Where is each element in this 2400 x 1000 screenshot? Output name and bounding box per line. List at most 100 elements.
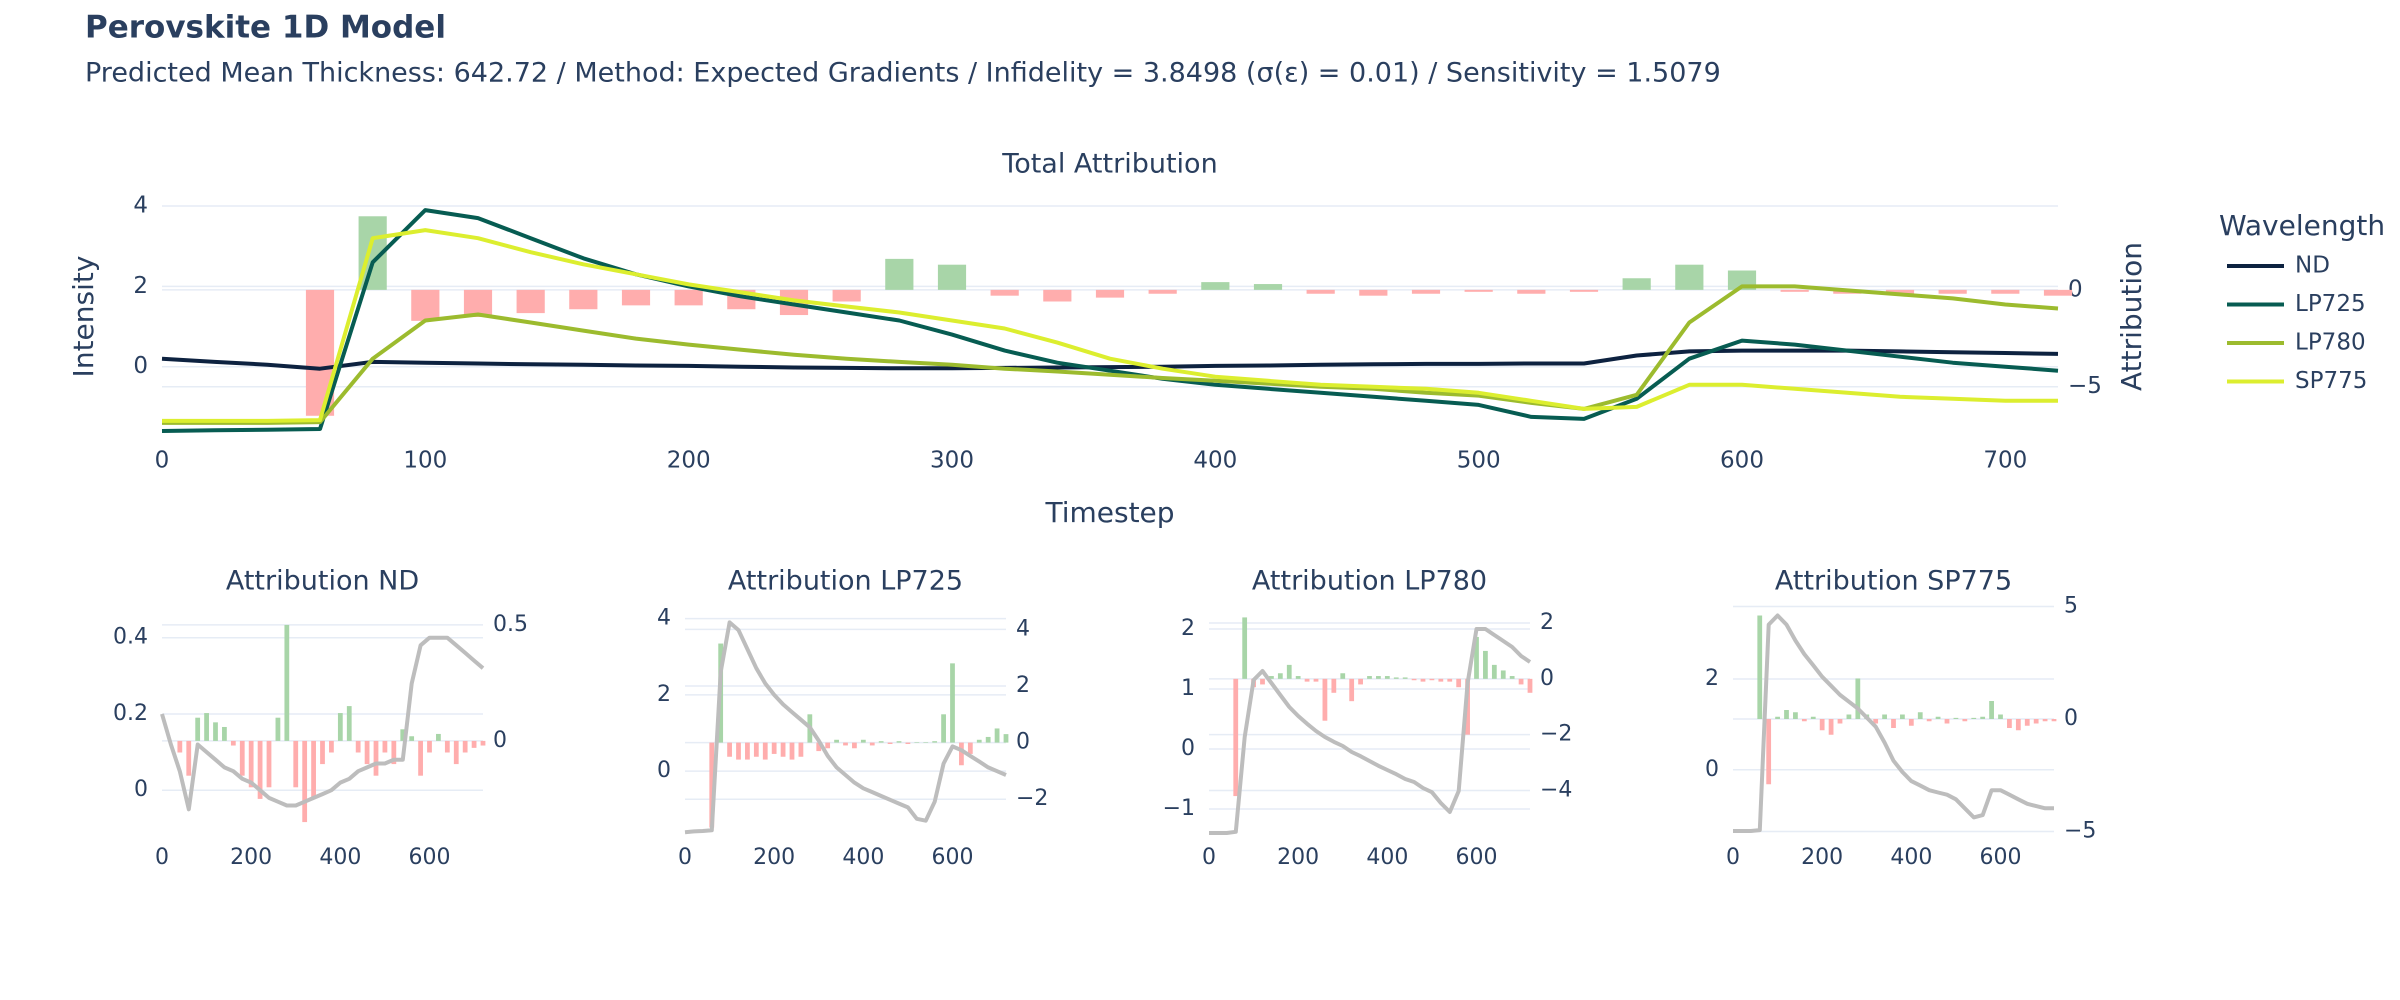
attribution-bar bbox=[2007, 719, 2012, 728]
attribution-bar bbox=[1474, 636, 1479, 679]
attribution-bar bbox=[293, 740, 299, 788]
attribution-bar bbox=[1989, 701, 1994, 719]
attribution-bar bbox=[994, 728, 1000, 743]
attribution-bar bbox=[1766, 719, 1772, 785]
attribution-bar bbox=[355, 740, 361, 753]
attribution-bar bbox=[195, 717, 201, 741]
y-tick-label: 2 bbox=[1181, 616, 1195, 641]
attribution-bar bbox=[1411, 678, 1417, 681]
attribution-bar bbox=[462, 740, 468, 753]
y2-tick-label: 2 bbox=[1016, 673, 1030, 698]
attribution-bar bbox=[832, 289, 861, 302]
y-tick-label: 4 bbox=[133, 193, 148, 219]
attribution-bar bbox=[1393, 677, 1399, 679]
attribution-bar bbox=[1527, 678, 1533, 693]
chart-title: Attribution LP780 bbox=[1252, 566, 1487, 597]
x-tick-label: 0 bbox=[1202, 845, 1216, 870]
attribution-bar bbox=[780, 742, 786, 757]
attribution-bar bbox=[1569, 289, 1599, 292]
attribution-bar bbox=[222, 726, 227, 741]
attribution-bar bbox=[1971, 717, 1977, 719]
attribution-bar bbox=[1980, 716, 1986, 719]
attribution-bar bbox=[885, 258, 914, 290]
y2-tick-label: 2 bbox=[1540, 610, 1554, 635]
attribution-bar bbox=[1757, 615, 1763, 719]
attribution-bar bbox=[1201, 282, 1230, 290]
attribution-bar bbox=[1675, 264, 1704, 290]
chart-title: Attribution ND bbox=[226, 566, 419, 597]
attribution-bar bbox=[860, 739, 866, 743]
attribution-bar bbox=[1882, 714, 1887, 719]
attribution-bar bbox=[1233, 678, 1239, 797]
y2-tick-label: 0 bbox=[2068, 276, 2083, 302]
attribution-bar bbox=[1891, 719, 1896, 728]
attribution-bar bbox=[914, 742, 920, 743]
attribution-bar bbox=[1926, 719, 1932, 722]
attribution-bar bbox=[771, 742, 777, 754]
x-tick-label: 0 bbox=[155, 448, 170, 474]
attribution-bar bbox=[816, 742, 822, 752]
attribution-bar bbox=[1402, 677, 1408, 679]
attribution-bar bbox=[463, 289, 493, 317]
attribution-bar bbox=[976, 739, 982, 743]
attribution-bar bbox=[1306, 289, 1335, 294]
x-tick-label: 600 bbox=[409, 845, 451, 870]
x-tick-label: 600 bbox=[1980, 845, 2022, 870]
x-tick-label: 400 bbox=[1193, 448, 1237, 474]
x-tick-label: 400 bbox=[319, 845, 361, 870]
attribution-bar bbox=[1509, 676, 1515, 679]
attribution-bar bbox=[1885, 289, 1915, 294]
attribution-bar bbox=[569, 289, 598, 310]
y2-tick-label: 0 bbox=[1540, 666, 1554, 691]
x-tick-label: 200 bbox=[1801, 845, 1843, 870]
attribution-bar bbox=[1295, 676, 1301, 679]
attribution-bar bbox=[177, 740, 183, 753]
attribution-bar bbox=[1464, 289, 1493, 292]
x-tick-label: 0 bbox=[678, 845, 692, 870]
attribution-bar bbox=[834, 739, 839, 743]
attribution-bar bbox=[1500, 670, 1506, 679]
x-tick-label: 0 bbox=[1726, 845, 1740, 870]
attribution-bar bbox=[736, 742, 741, 760]
attribution-bar bbox=[843, 742, 848, 746]
attribution-bar bbox=[869, 742, 875, 746]
attribution-bar bbox=[1855, 678, 1861, 719]
attribution-bar bbox=[1780, 289, 1809, 292]
attribution-bar bbox=[941, 714, 946, 743]
x-tick-label: 600 bbox=[1456, 845, 1498, 870]
attribution-bar bbox=[1003, 734, 1009, 743]
attribution-bar bbox=[311, 740, 316, 799]
x-tick-label: 200 bbox=[667, 448, 711, 474]
y2-tick-label: −2 bbox=[1016, 786, 1048, 811]
attribution-bar bbox=[382, 740, 388, 753]
attribution-bar bbox=[2015, 719, 2021, 731]
attribution-bar bbox=[337, 713, 343, 741]
attribution-bar bbox=[1349, 678, 1355, 702]
attribution-bar bbox=[1438, 678, 1444, 682]
attribution-bar bbox=[1953, 717, 1959, 719]
attribution-bar bbox=[1260, 678, 1265, 685]
attribution-bar bbox=[1819, 719, 1825, 731]
attribution-bar bbox=[1322, 678, 1328, 721]
attribution-bar bbox=[937, 264, 967, 290]
y-tick-label: 1 bbox=[1181, 676, 1195, 701]
attribution-bar bbox=[967, 742, 973, 754]
series-line bbox=[161, 348, 2059, 371]
attribution-bar bbox=[709, 742, 715, 828]
attribution-bar bbox=[621, 289, 651, 306]
chart-title: Attribution SP775 bbox=[1775, 566, 2012, 597]
attribution-bar bbox=[2051, 719, 2057, 722]
x-tick-label: 400 bbox=[1890, 845, 1932, 870]
attribution-bar bbox=[2042, 719, 2048, 722]
series-line bbox=[162, 228, 2058, 423]
attribution-bar bbox=[852, 742, 857, 749]
attribution-bar bbox=[239, 740, 245, 776]
y2-tick-label: 0 bbox=[1016, 730, 1030, 755]
y2-tick-label: 4 bbox=[1016, 616, 1030, 641]
attribution-bar bbox=[1286, 664, 1292, 679]
attribution-bar bbox=[1447, 678, 1453, 682]
page-title: Perovskite 1D Model bbox=[85, 10, 446, 46]
attribution-bar bbox=[1095, 289, 1125, 298]
y2-tick-label: 5 bbox=[2064, 594, 2078, 619]
